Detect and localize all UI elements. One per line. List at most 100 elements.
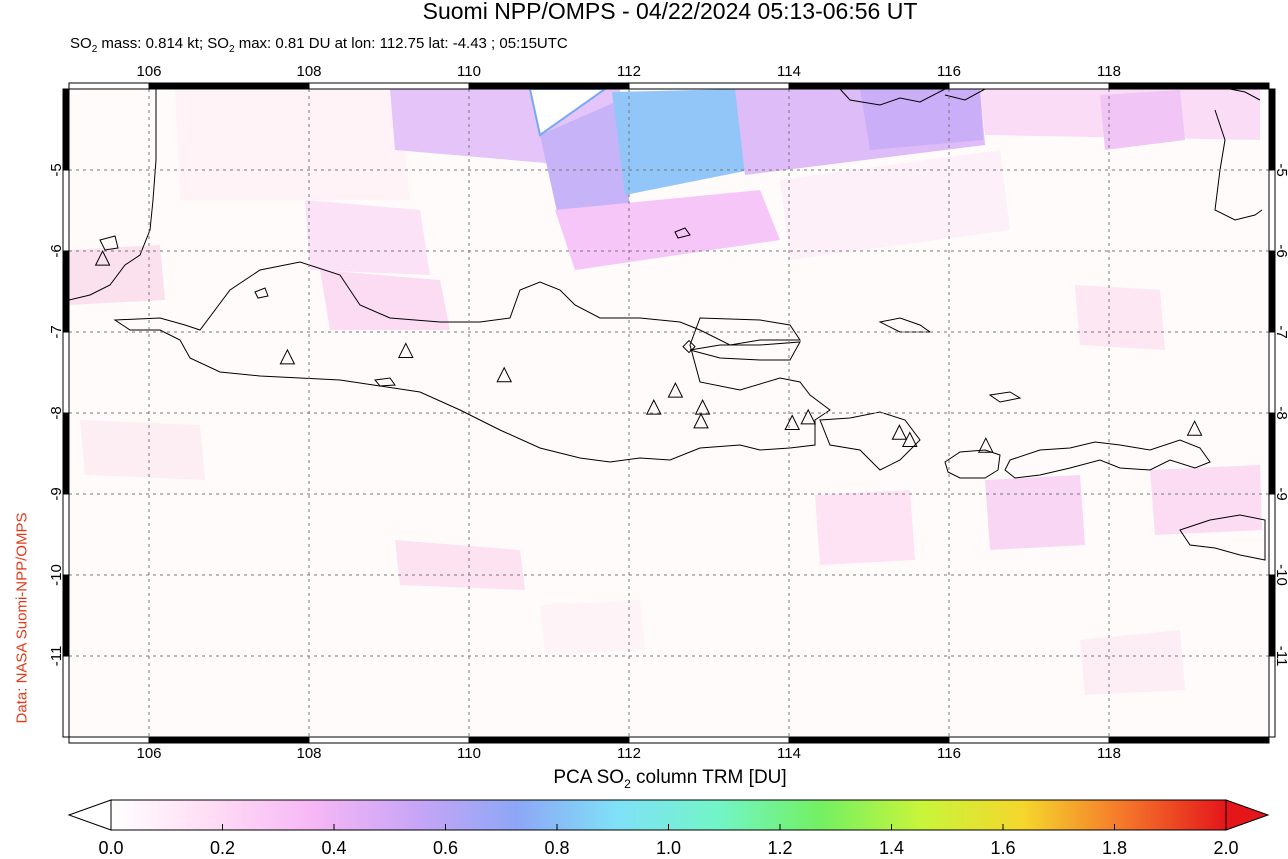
so2-pixel [1075,285,1165,350]
colorbar-under-arrow [67,799,112,831]
volcano-triangle [784,414,801,431]
frame-band-bottom [1108,736,1270,744]
coastline [674,227,691,239]
lat-tick-label-right: -10 [1273,564,1288,586]
lat-tick-label-right: -9 [1273,487,1288,500]
lon-tick-label-bottom: 106 [136,745,161,760]
coastline [1214,109,1263,221]
colorbar-label: PCA SO2 column TRM [DU] [0,767,1288,791]
colorbar-tick-label: 1.8 [1101,838,1128,858]
frame-band-right [1268,250,1276,333]
frame-band-right [1268,412,1276,495]
frame-band-bottom [628,736,790,744]
so2-pixel [1100,90,1185,150]
frame-band-top [1108,82,1270,90]
so2-pixel [80,420,205,480]
frame-band-left [62,493,70,576]
lon-tick-label-top: 116 [937,63,961,80]
volcano-triangle [397,342,414,358]
coastline [254,287,269,299]
lat-tick-label-left: -11 [48,646,65,667]
so2-pixel [395,540,525,590]
volcano-triangle [800,408,817,425]
colorbar-label-sub: 2 [624,776,631,791]
no-data-region [528,89,607,137]
coastline [878,317,932,333]
so2-pixel [305,200,430,275]
frame-band-top [788,82,950,90]
lon-tick-label-bottom: 114 [777,745,801,760]
so2-pixel [175,89,410,200]
frame-band-left [62,574,70,657]
frame-band-top [628,82,790,90]
lat-tick-label-right: -11 [1273,646,1288,667]
frame-band-top [68,82,150,90]
colorbar-tick-label: 1.6 [990,838,1016,858]
graticule [69,89,1269,737]
lat-tick-label-left: -8 [48,406,65,419]
lon-tick-label-top: 114 [777,63,801,80]
frame-band-bottom [148,736,310,744]
coastline [1179,514,1266,561]
volcano-triangle [279,348,296,365]
so2-pixel [320,270,450,330]
frame-band-left [62,88,70,171]
coastline [99,235,119,251]
so2-pixel [612,89,750,195]
lon-tick-label-top: 118 [1097,63,1121,80]
frame-band-left [62,331,70,414]
lon-tick-label-bottom: 110 [457,745,481,760]
lat-tick-label-left: -10 [48,564,65,586]
frame-band-right [1268,574,1276,657]
coastline [69,89,157,301]
coastline [1004,439,1211,479]
colorbar-over-arrow [1225,799,1270,831]
frame-band-left [62,655,70,738]
coastline [839,89,946,106]
frame-band-bottom [68,736,150,744]
frame-band-left [62,412,70,495]
coastline [944,89,986,101]
colorbar-tick-label: 1.2 [767,838,793,858]
lon-tick-label-bottom: 112 [617,745,641,760]
coastline [689,341,801,361]
coastline [944,449,1001,479]
frame-band-right [1268,493,1276,576]
coastline [988,391,1022,403]
frame-band-top [468,82,630,90]
volcano-triangle [94,249,111,266]
frame-band-right [1268,331,1276,414]
so2-summary-sub: 2 [91,44,98,55]
coastlines [69,89,1266,561]
frame-band-right [1268,88,1276,171]
colorbar-tick-label: 0.0 [98,838,124,858]
so2-pixel [1150,465,1262,535]
colorbar-tick-label: 0.8 [544,838,570,858]
so2-summary-part: max: 0.81 DU at lon: 112.75 lat: -4.43 ;… [234,35,568,52]
lon-tick-label-top: 110 [457,63,481,80]
frame-band-left [62,250,70,333]
colorbar-label-part: PCA SO [553,767,625,788]
volcano-triangle [1186,420,1203,436]
lon-tick-label-bottom: 108 [296,745,321,760]
volcano-markers [94,249,1203,453]
frame-band-left [62,169,70,252]
colorbar-tick-label: 1.4 [878,838,905,858]
frame-band-bottom [468,736,630,744]
frame-band-bottom [308,736,470,744]
lat-tick-label-left: -5 [48,163,65,176]
coastline [374,377,396,387]
so2-summary-part: mass: 0.814 kt; SO [97,35,229,52]
axis-tick-labels: 106 106 108 108 110 110 112 112 114 114 116 116 118 1… [48,63,1288,760]
lat-tick-label-right: -8 [1273,406,1288,419]
volcano-triangle [496,366,513,383]
frame-band-top [308,82,470,90]
volcano-triangle [891,424,908,440]
so2-max-marker [682,339,696,354]
coastline [113,261,831,463]
so2-pixel [985,475,1085,550]
coastline [1229,89,1261,101]
frame-band-right [1268,655,1276,738]
so2-summary: SO2 mass: 0.814 kt; SO2 max: 0.81 DU at … [70,35,568,55]
volcano-triangle [901,431,918,448]
